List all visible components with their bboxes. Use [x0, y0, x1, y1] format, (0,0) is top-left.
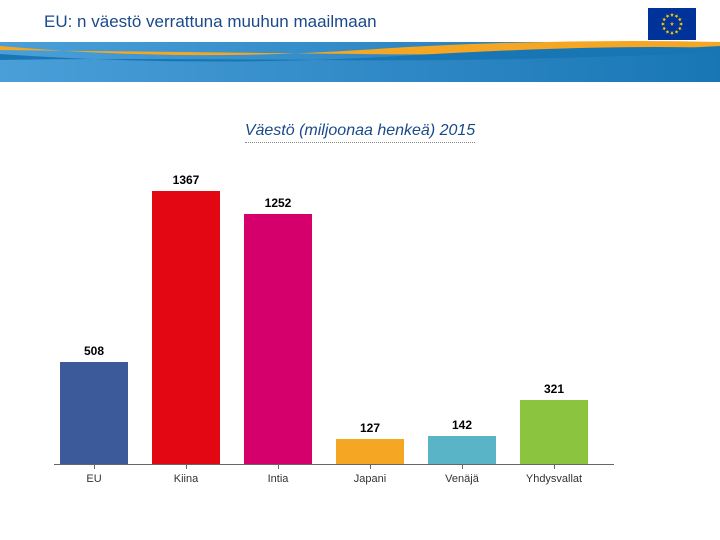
bar-group: 1367 [152, 174, 220, 464]
title-bar: EU: n väestö verrattuna muuhun maailmaan [0, 0, 720, 42]
bar-value-label: 127 [336, 421, 404, 435]
bar-value-label: 508 [60, 344, 128, 358]
x-axis-label: Yhdysvallat [510, 473, 598, 485]
x-axis-label: Japani [326, 473, 414, 485]
bar-value-label: 142 [428, 418, 496, 432]
x-axis-label: Intia [234, 473, 322, 485]
bar-value-label: 1367 [152, 173, 220, 187]
x-axis-label: Venäjä [418, 473, 506, 485]
bar [336, 439, 404, 464]
bar [152, 191, 220, 464]
header: EU: n väestö verrattuna muuhun maailmaan [0, 0, 720, 96]
eu-flag-icon [648, 8, 696, 40]
bar [428, 436, 496, 464]
chart-subtitle: Väestö (miljoonaa henkeä) 2015 [245, 122, 475, 143]
chart-plot: 508 1367 1252 127 142 321 [54, 175, 614, 465]
x-axis-label: Kiina [142, 473, 230, 485]
bar-group: 1252 [244, 174, 312, 464]
swoosh-decoration [0, 40, 720, 70]
bar-group: 508 [60, 174, 128, 464]
x-axis-labels: EUKiinaIntiaJapaniVenäjäYhdysvallat [54, 465, 614, 495]
bar [60, 362, 128, 464]
bar [244, 214, 312, 464]
bar [520, 400, 588, 464]
bar-group: 321 [520, 174, 588, 464]
page-title: EU: n väestö verrattuna muuhun maailmaan [44, 12, 696, 32]
bar-group: 127 [336, 174, 404, 464]
x-axis-label: EU [50, 473, 138, 485]
bar-group: 142 [428, 174, 496, 464]
bar-chart: 50813671252127142321 EUKiinaIntiaJapaniV… [54, 175, 614, 505]
bar-value-label: 1252 [244, 196, 312, 210]
subtitle-container: Väestö (miljoonaa henkeä) 2015 [0, 122, 720, 143]
bar-value-label: 321 [520, 382, 588, 396]
